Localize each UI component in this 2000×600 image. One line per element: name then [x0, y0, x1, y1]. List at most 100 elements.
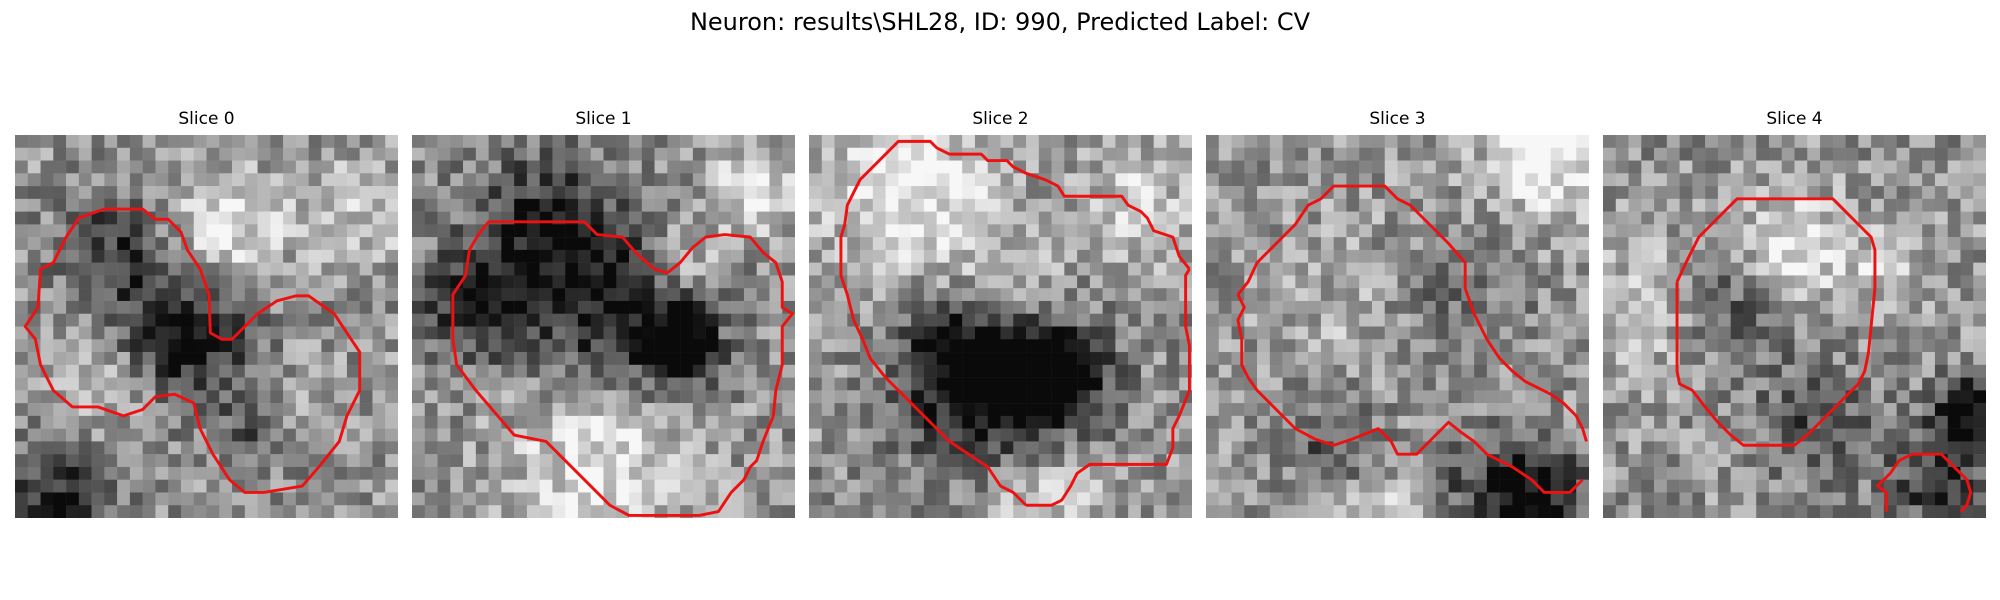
pixel — [1206, 403, 1220, 417]
pixel — [308, 492, 322, 506]
pixel — [1807, 377, 1821, 391]
pixel — [667, 492, 681, 506]
pixel — [1692, 466, 1706, 480]
pixel — [1525, 147, 1539, 161]
pixel — [1934, 403, 1948, 417]
pixel — [1679, 415, 1693, 429]
pixel — [1666, 237, 1680, 251]
pixel — [1525, 198, 1539, 212]
pixel — [1820, 186, 1834, 200]
pixel — [1512, 428, 1526, 442]
pixel — [872, 466, 886, 480]
pixel — [168, 249, 182, 263]
pixel — [718, 160, 732, 174]
pixel — [168, 364, 182, 378]
pixel — [654, 135, 668, 149]
pixel — [1128, 186, 1142, 200]
pixel — [1257, 300, 1271, 314]
pixel — [769, 339, 783, 353]
pixel — [1512, 147, 1526, 161]
pixel — [1346, 211, 1360, 225]
pixel — [1807, 441, 1821, 455]
pixel — [1435, 441, 1449, 455]
pixel — [142, 505, 156, 518]
pixel — [155, 224, 169, 238]
pixel — [1257, 147, 1271, 161]
pixel — [257, 403, 271, 417]
pixel — [501, 147, 515, 161]
pixel — [1371, 415, 1385, 429]
pixel — [346, 352, 360, 366]
pixel — [821, 313, 835, 327]
pixel — [129, 262, 143, 276]
pixel — [219, 428, 233, 442]
pixel — [1934, 326, 1948, 340]
pixel — [847, 211, 861, 225]
pixel — [104, 173, 118, 187]
pixel — [78, 339, 92, 353]
pixel — [1563, 147, 1577, 161]
pixel — [308, 275, 322, 289]
pixel — [923, 492, 937, 506]
pixel — [552, 377, 566, 391]
pixel — [1077, 505, 1091, 518]
pixel — [718, 173, 732, 187]
pixel — [898, 275, 912, 289]
pixel — [15, 211, 29, 225]
pixel — [641, 390, 655, 404]
pixel — [1871, 211, 1885, 225]
pixel — [424, 135, 438, 149]
pixel — [437, 224, 451, 238]
pixel — [1896, 135, 1910, 149]
pixel — [1883, 288, 1897, 302]
pixel — [1486, 415, 1500, 429]
pixel — [1435, 352, 1449, 366]
pixel — [680, 186, 694, 200]
pixel — [847, 249, 861, 263]
pixel — [283, 237, 297, 251]
pixel — [463, 326, 477, 340]
pixel — [1397, 415, 1411, 429]
pixel — [1730, 249, 1744, 263]
pixel — [911, 160, 925, 174]
pixel — [1244, 186, 1258, 200]
pixel — [142, 492, 156, 506]
pixel — [1679, 300, 1693, 314]
pixel — [412, 186, 426, 200]
pixel — [232, 173, 246, 187]
pixel — [1153, 390, 1167, 404]
pixel — [232, 211, 246, 225]
pixel — [1832, 288, 1846, 302]
pixel — [1371, 390, 1385, 404]
pixel — [974, 237, 988, 251]
pixel — [372, 288, 386, 302]
pixel — [1308, 300, 1322, 314]
pixel — [1756, 339, 1770, 353]
pixel — [577, 160, 591, 174]
pixel — [1550, 377, 1564, 391]
pixel — [142, 441, 156, 455]
pixel — [1474, 403, 1488, 417]
pixel — [514, 173, 528, 187]
pixel — [1871, 326, 1885, 340]
pixel — [372, 160, 386, 174]
pixel — [898, 249, 912, 263]
pixel — [1576, 454, 1589, 468]
pixel — [641, 326, 655, 340]
pixel — [641, 300, 655, 314]
pixel — [514, 147, 528, 161]
pixel — [718, 352, 732, 366]
pixel — [782, 326, 795, 340]
pixel — [1346, 377, 1360, 391]
pixel — [206, 237, 220, 251]
pixel — [936, 466, 950, 480]
pixel — [1397, 364, 1411, 378]
pixel — [1679, 454, 1693, 468]
pixel — [1883, 198, 1897, 212]
pixel — [834, 186, 848, 200]
pixel — [616, 275, 630, 289]
pixel — [1064, 403, 1078, 417]
pixel — [385, 364, 398, 378]
pixel — [1525, 288, 1539, 302]
pixel — [949, 415, 963, 429]
